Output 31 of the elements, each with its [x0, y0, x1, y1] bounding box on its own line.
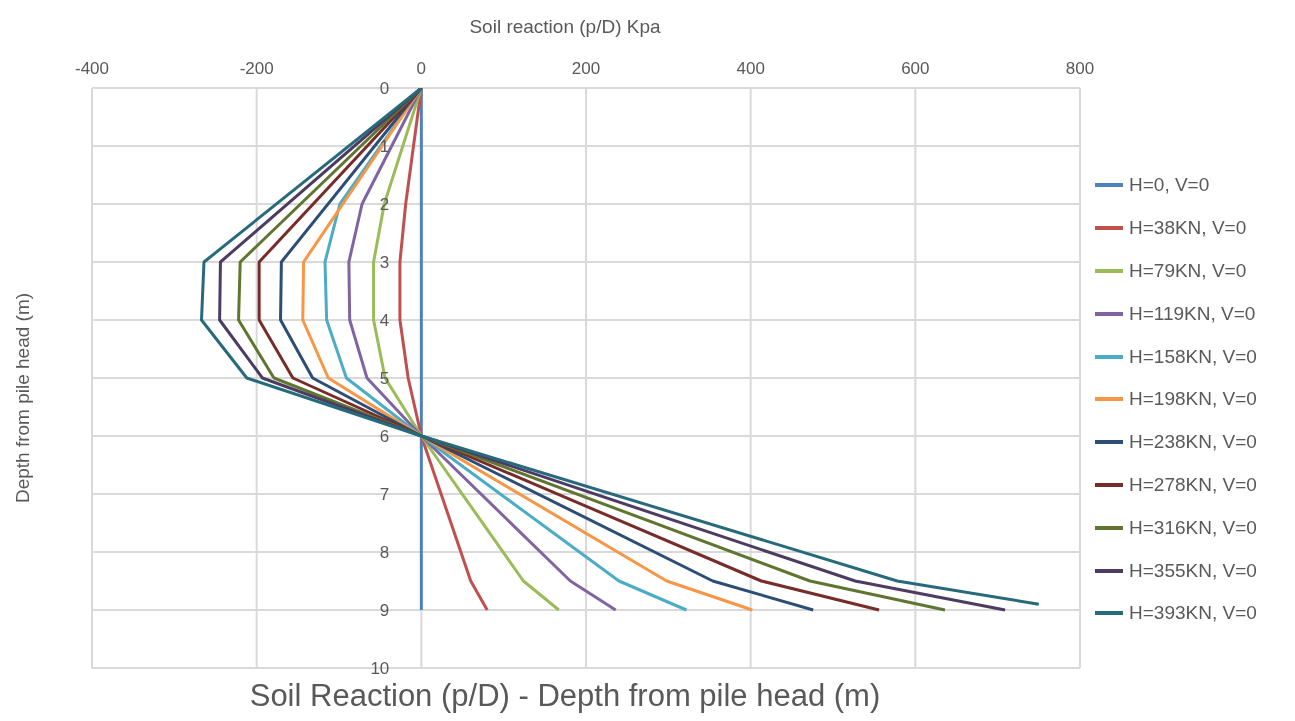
- y-tick-label: 7: [379, 484, 390, 504]
- y-tick-label: 8: [379, 542, 390, 562]
- legend-label: H=393KN, V=0: [1129, 602, 1257, 625]
- x-tick-label: 200: [571, 59, 601, 78]
- y-axis-title: Depth from pile head (m): [12, 292, 34, 504]
- y-tick-label: 4: [379, 310, 390, 330]
- legend-label: H=316KN, V=0: [1129, 516, 1257, 539]
- legend-label: H=158KN, V=0: [1129, 345, 1257, 368]
- y-tick-label: 0: [379, 78, 390, 98]
- x-tick-label: 800: [1065, 59, 1095, 78]
- y-tick-label: 6: [379, 426, 390, 446]
- line-series: [419, 88, 423, 612]
- y-tick-label: 10: [370, 658, 390, 678]
- line-series: [398, 88, 489, 612]
- legend-label: H=278KN, V=0: [1129, 473, 1257, 496]
- legend-label: H=238KN, V=0: [1129, 431, 1257, 454]
- legend-label: H=38KN, V=0: [1129, 217, 1247, 240]
- legend-label: H=79KN, V=0: [1129, 259, 1247, 282]
- legend-label: H=355KN, V=0: [1129, 559, 1257, 582]
- legend-label: H=0, V=0: [1129, 174, 1210, 197]
- text: Soil Reaction (p/D) - Depth from pile head (m): [248, 678, 882, 714]
- x-axis-title: Soil reaction (p/D) Kpa: [468, 16, 662, 38]
- x-tick-label: 600: [901, 59, 930, 78]
- x-tick-label: -200: [239, 59, 274, 78]
- x-tick-label: 400: [736, 59, 765, 78]
- y-tick-label: 3: [379, 252, 390, 272]
- legend-label: H=198KN, V=0: [1129, 388, 1257, 411]
- legend-label: H=119KN, V=0: [1129, 302, 1256, 325]
- x-tick-label: -400: [74, 59, 110, 78]
- x-tick-label: 0: [416, 59, 427, 78]
- y-tick-label: 9: [379, 600, 390, 620]
